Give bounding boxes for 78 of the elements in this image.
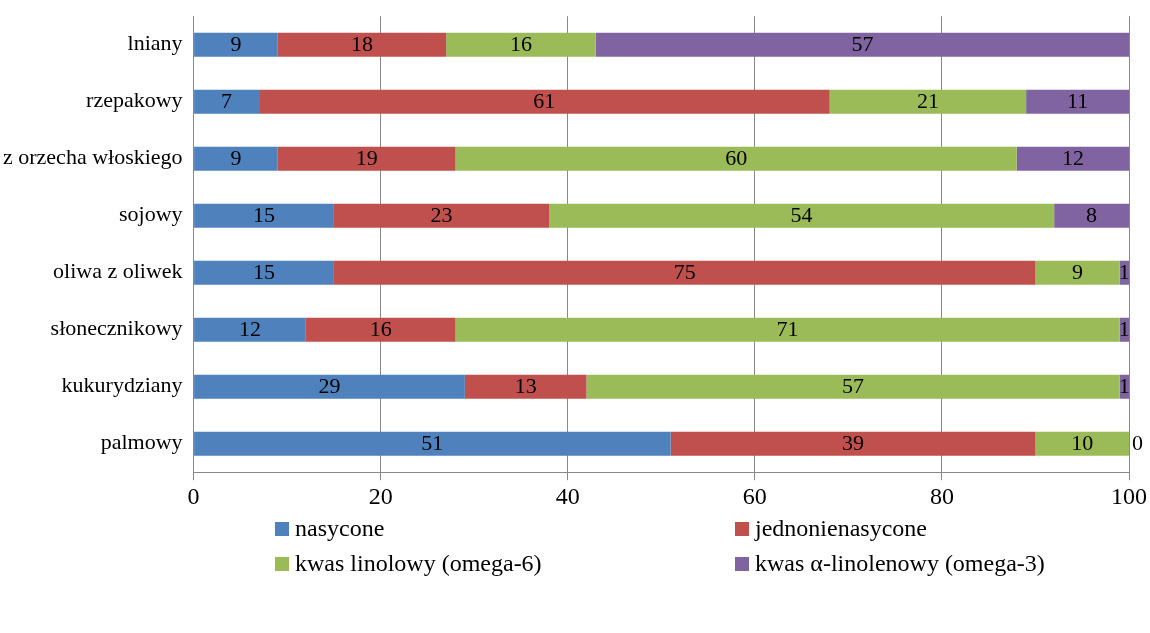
y-tick-label: rzepakowy (86, 87, 183, 113)
data-label: 71 (776, 316, 799, 342)
data-label: 10 (1071, 430, 1094, 456)
bar (277, 32, 447, 57)
y-tick-label: lniany (127, 30, 183, 56)
data-label: 1 (1118, 259, 1130, 285)
bar (194, 146, 278, 171)
bar (194, 374, 465, 399)
x-tick-label: 80 (929, 482, 954, 509)
data-label: 61 (533, 88, 556, 114)
y-tick-label: z orzecha włoskiego (2, 144, 183, 170)
bar (1026, 89, 1129, 114)
data-label: 7 (221, 88, 233, 114)
bar (194, 89, 260, 114)
y-tick-label: słonecznikowy (50, 315, 183, 341)
bar (194, 317, 306, 342)
bar (1035, 260, 1120, 285)
data-label: 51 (421, 430, 444, 456)
data-label: 16 (509, 31, 532, 57)
bar (194, 203, 334, 228)
legend-label: kwas linolowy (omega-6) (295, 550, 542, 577)
bar (446, 32, 596, 57)
bar (259, 89, 830, 114)
bar (194, 32, 278, 57)
data-label: 39 (842, 430, 865, 456)
data-label: 57 (851, 31, 874, 57)
legend-label: jednonienasycone (755, 515, 927, 542)
bar (670, 431, 1036, 456)
data-label: 1 (1118, 373, 1130, 399)
data-label: 60 (725, 145, 748, 171)
data-label: 15 (252, 259, 275, 285)
bar (455, 146, 1017, 171)
data-label: 19 (355, 145, 378, 171)
data-label: 57 (842, 373, 865, 399)
x-tick-label: 60 (742, 482, 767, 509)
bar (333, 203, 550, 228)
data-label: 8 (1086, 202, 1098, 228)
data-label: 9 (230, 145, 242, 171)
bar (455, 317, 1120, 342)
x-tick-label: 20 (368, 482, 393, 509)
bar (1035, 431, 1129, 456)
data-label: 12 (238, 316, 261, 342)
bar (1054, 203, 1129, 228)
data-label: 9 (230, 31, 242, 57)
data-label: 15 (252, 202, 275, 228)
bar (194, 431, 671, 456)
y-tick-label: sojowy (119, 201, 183, 227)
bar (464, 374, 587, 399)
data-label: 11 (1066, 88, 1089, 114)
bar (194, 260, 334, 285)
x-tick-label: 100 (1111, 482, 1147, 509)
data-label: 23 (430, 202, 453, 228)
data-label: 21 (916, 88, 939, 114)
bar (305, 317, 456, 342)
data-label: 1 (1118, 316, 1130, 342)
data-label: 16 (369, 316, 392, 342)
legend-label: nasycone (295, 515, 385, 542)
bar (549, 203, 1055, 228)
data-label: 9 (1072, 259, 1084, 285)
x-tick-label: 40 (555, 482, 580, 509)
data-label: 75 (673, 259, 696, 285)
bar (1016, 146, 1129, 171)
data-label: 54 (790, 202, 813, 228)
bar (829, 89, 1027, 114)
bar (586, 374, 1120, 399)
data-label: 12 (1061, 145, 1084, 171)
data-label: 0 (1132, 430, 1143, 456)
data-label: 13 (514, 373, 537, 399)
y-tick-label: palmowy (100, 429, 183, 455)
bar (277, 146, 456, 171)
x-tick-label: 0 (187, 482, 200, 509)
bar (595, 32, 1129, 57)
legend-label: kwas α-linolenowy (omega-3) (755, 550, 1045, 577)
data-label: 18 (350, 31, 373, 57)
y-tick-label: oliwa z oliwek (53, 258, 183, 284)
y-tick-label: kukurydziany (61, 372, 183, 398)
bar (333, 260, 1036, 285)
data-label: 29 (318, 373, 341, 399)
